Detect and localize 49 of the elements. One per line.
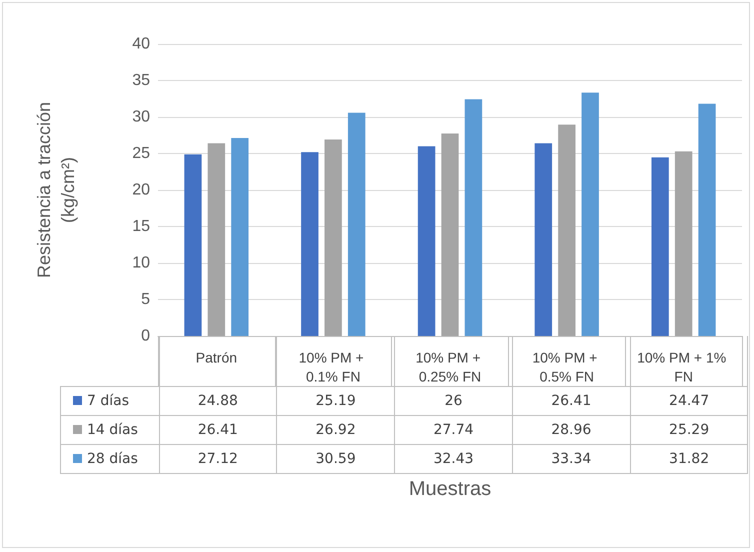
data-label: 33.34 [512,444,630,474]
data-label: 27.74 [394,416,512,444]
bar [698,104,716,336]
y-axis-title: Resistencia a tracción (kg/cm²) [34,102,78,278]
bar [674,151,692,336]
data-label: 32.43 [394,444,512,474]
y-tick-label: 10 [132,254,150,272]
y-tick-label: 35 [132,72,150,89]
bar [558,124,576,336]
x-axis-title: Muestras [408,478,492,500]
bar [184,154,202,336]
data-label: 24.47 [630,386,748,416]
y-tick-label: 40 [132,36,150,52]
legend-label: 28 días [60,444,159,474]
data-label: 31.82 [630,444,748,474]
bar [582,92,599,336]
y-tick-label: 0 [141,328,150,344]
data-label: 26.41 [159,416,277,444]
x-tick-label: 10% PM + 1% FN [637,350,730,384]
data-label: 30.59 [276,444,395,474]
bar [231,138,249,336]
data-label: 28.96 [512,416,630,444]
bar [208,143,226,336]
bar [418,146,436,336]
x-tick-label: Patrón [196,350,238,366]
y-tick-label: 15 [132,218,150,235]
bar [651,157,669,336]
bar [301,152,318,336]
x-tick-label: 10% PM + 0.5% FN [532,350,602,384]
y-tick-label: 5 [141,291,150,308]
data-label: 25.19 [276,386,395,416]
y-tick-label: 20 [132,182,150,198]
y-tick-label: 25 [132,145,150,162]
legend-label: 7 días [60,386,159,416]
legend-label: 14 días [60,416,159,444]
x-tick-label: 10% PM + 0.1% FN [298,350,368,384]
bar [534,143,552,336]
bar [464,99,482,336]
bar [441,134,459,336]
data-label: 25.29 [630,416,748,444]
x-tick-label: 10% PM + 0.25% FN [416,350,484,384]
data-label: 27.12 [159,444,277,474]
data-label: 26.92 [276,416,395,444]
y-tick-label: 30 [132,108,150,126]
data-label: 24.88 [159,386,277,416]
bar [324,139,342,336]
bar [348,112,366,336]
data-label: 26 [394,386,512,416]
data-label: 26.41 [512,386,630,416]
